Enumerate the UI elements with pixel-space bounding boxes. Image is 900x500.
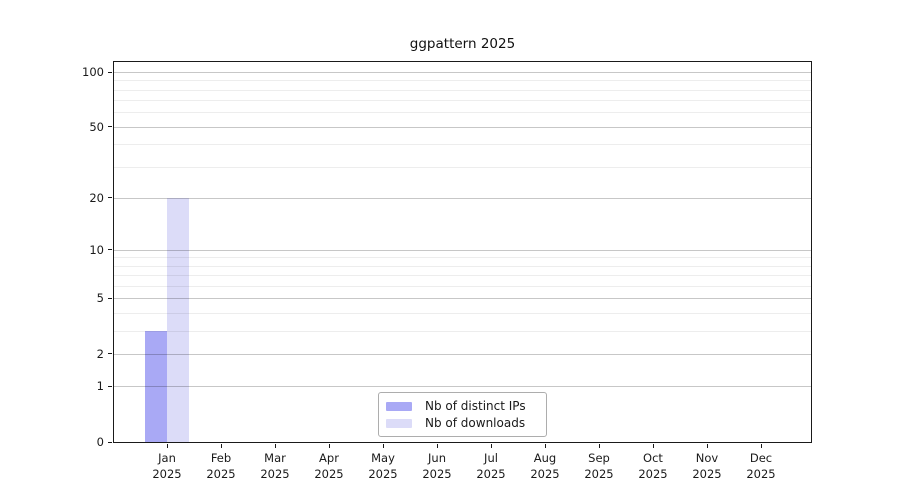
x-tick-label-jan-2025: Jan 2025 bbox=[152, 451, 182, 481]
y-tick-5 bbox=[108, 297, 112, 299]
gridline-major-100 bbox=[114, 72, 811, 73]
gridline-minor-3 bbox=[114, 330, 811, 332]
x-tick-label-mar-2025: Mar 2025 bbox=[260, 451, 290, 481]
y-tick-label-2: 2 bbox=[96, 346, 104, 361]
y-tick-label-0: 0 bbox=[96, 435, 104, 449]
y-tick-label-20: 20 bbox=[89, 190, 104, 205]
gridline-minor-40 bbox=[114, 144, 811, 146]
x-tick-may-2025 bbox=[382, 444, 384, 448]
bar-nb-of-downloads-jan-2025 bbox=[167, 197, 189, 442]
gridline-minor-30 bbox=[114, 166, 811, 168]
gridline-major-10 bbox=[114, 249, 811, 251]
x-tick-label-may-2025: May 2025 bbox=[368, 451, 398, 481]
legend-swatch-distinct-ips bbox=[386, 401, 412, 411]
gridline-minor-9 bbox=[114, 257, 811, 259]
x-tick-jul-2025 bbox=[490, 444, 492, 448]
legend-label-distinct-ips: Nb of distinct IPs bbox=[425, 399, 526, 413]
y-tick-2 bbox=[108, 353, 112, 355]
gridline-major-50 bbox=[114, 126, 811, 128]
x-tick-label-jun-2025: Jun 2025 bbox=[422, 451, 452, 481]
gridline-major-20 bbox=[114, 197, 811, 199]
x-tick-oct-2025 bbox=[652, 444, 654, 448]
y-tick-1 bbox=[108, 385, 112, 387]
gridline-minor-90 bbox=[114, 80, 811, 82]
x-tick-label-feb-2025: Feb 2025 bbox=[206, 451, 236, 481]
x-tick-label-oct-2025: Oct 2025 bbox=[638, 451, 668, 481]
legend-swatch-downloads bbox=[386, 418, 412, 428]
chart-title: ggpattern 2025 bbox=[409, 36, 516, 52]
x-tick-jun-2025 bbox=[436, 444, 438, 448]
gridline-minor-4 bbox=[114, 312, 811, 314]
y-tick-label-5: 5 bbox=[96, 291, 104, 306]
x-tick-aug-2025 bbox=[544, 444, 546, 448]
x-tick-label-apr-2025: Apr 2025 bbox=[314, 451, 344, 481]
gridline-major-2 bbox=[114, 353, 811, 355]
x-tick-apr-2025 bbox=[328, 444, 330, 448]
x-tick-label-aug-2025: Aug 2025 bbox=[530, 451, 560, 481]
x-tick-label-nov-2025: Nov 2025 bbox=[692, 451, 722, 481]
gridline-minor-80 bbox=[114, 89, 811, 91]
legend-label-downloads: Nb of downloads bbox=[425, 416, 526, 430]
legend-entry-distinct-ips: Nb of distinct IPs bbox=[386, 399, 538, 413]
plot-area: 0 1 2 5 10 20 50 100 Jan 2025 Feb 2025 Mar 2025 Apr… bbox=[82, 61, 812, 481]
x-tick-label-sep-2025: Sep 2025 bbox=[584, 451, 614, 481]
y-tick-label-50: 50 bbox=[89, 119, 104, 134]
legend-entry-downloads: Nb of downloads bbox=[386, 416, 538, 430]
legend: Nb of distinct IPs Nb of downloads bbox=[378, 392, 547, 437]
x-tick-sep-2025 bbox=[598, 444, 600, 448]
x-tick-dec-2025 bbox=[760, 444, 762, 448]
y-tick-20 bbox=[108, 197, 112, 199]
gridline-minor-6 bbox=[114, 285, 811, 287]
gridline-minor-8 bbox=[114, 265, 811, 267]
x-tick-nov-2025 bbox=[706, 444, 708, 448]
gridline-major-1 bbox=[114, 386, 811, 388]
y-tick-50 bbox=[108, 126, 112, 128]
x-tick-label-dec-2025: Dec 2025 bbox=[746, 451, 776, 481]
y-tick-100 bbox=[108, 71, 112, 73]
y-tick-label-1: 1 bbox=[96, 379, 104, 394]
y-tick-0 bbox=[108, 441, 112, 443]
x-tick-label-jul-2025: Jul 2025 bbox=[476, 451, 506, 481]
gridline-minor-70 bbox=[114, 100, 811, 102]
gridline-minor-60 bbox=[114, 112, 811, 114]
x-tick-feb-2025 bbox=[220, 444, 222, 448]
bar-nb-of-distinct-ips-jan-2025 bbox=[145, 330, 167, 442]
x-tick-jan-2025 bbox=[166, 444, 168, 448]
gridline-major-5 bbox=[114, 298, 811, 300]
y-tick-label-10: 10 bbox=[89, 242, 104, 257]
y-tick-10 bbox=[108, 249, 112, 251]
x-tick-mar-2025 bbox=[274, 444, 276, 448]
y-tick-label-100: 100 bbox=[82, 65, 104, 79]
gridline-minor-7 bbox=[114, 275, 811, 277]
